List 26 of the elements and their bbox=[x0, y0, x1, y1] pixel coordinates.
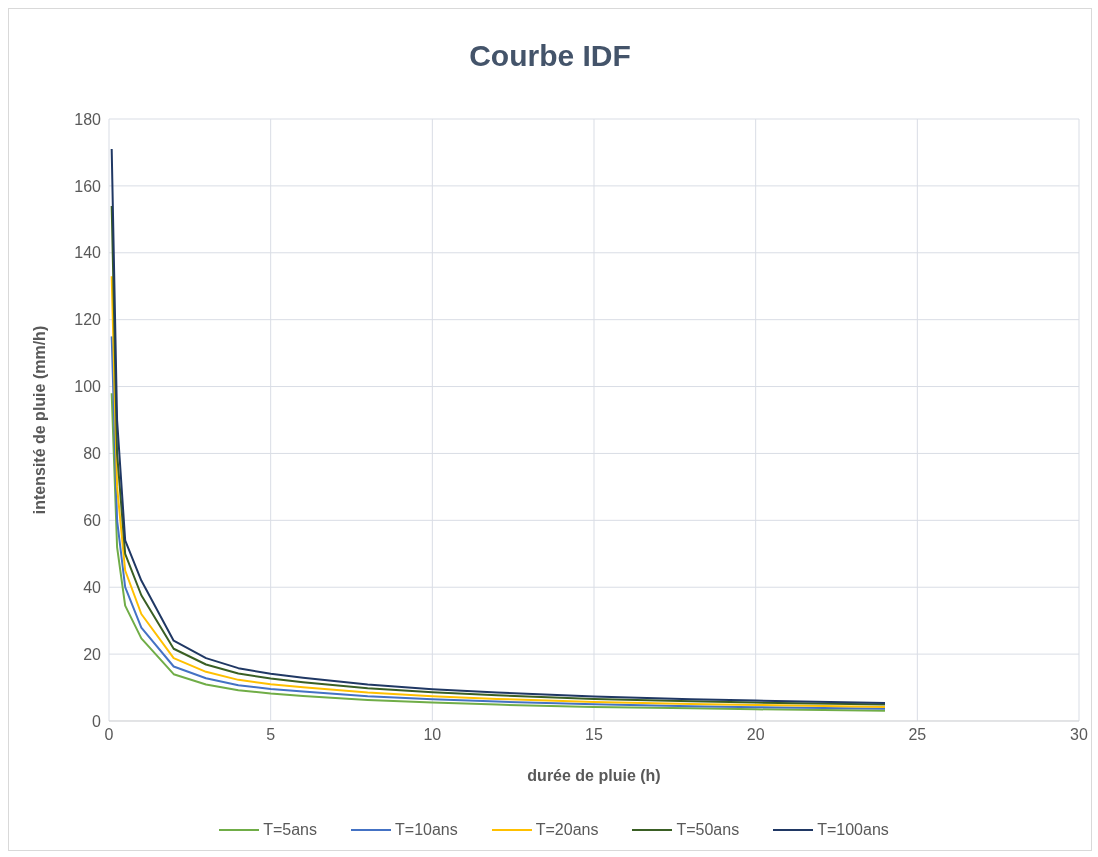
legend-label: T=5ans bbox=[263, 821, 318, 839]
y-tick-label: 140 bbox=[74, 244, 102, 262]
y-tick-label: 160 bbox=[74, 177, 102, 195]
legend-label: T=20ans bbox=[535, 821, 599, 839]
y-tick-label: 40 bbox=[83, 578, 102, 596]
x-axis-title: durée de pluie (h) bbox=[527, 767, 661, 784]
y-tick-label: 100 bbox=[74, 378, 102, 396]
y-tick-label: 120 bbox=[74, 311, 102, 329]
x-tick-label: 5 bbox=[266, 726, 276, 744]
x-tick-label: 15 bbox=[585, 726, 603, 744]
legend-label: T=10ans bbox=[395, 821, 458, 839]
y-tick-label: 80 bbox=[83, 445, 102, 463]
y-tick-label: 60 bbox=[83, 512, 102, 530]
y-tick-label: 0 bbox=[92, 712, 102, 730]
x-tick-label: 25 bbox=[908, 726, 927, 744]
line-series bbox=[110, 392, 886, 712]
x-tick-label: 30 bbox=[1070, 726, 1088, 744]
y-axis-title: intensité de pluie (mm/h) bbox=[30, 325, 48, 515]
legend-label: T=50ans bbox=[676, 821, 740, 839]
chart-title: Courbe IDF bbox=[468, 38, 632, 74]
y-tick-label: 180 bbox=[74, 110, 102, 128]
x-tick-label: 10 bbox=[423, 726, 442, 744]
y-tick-label: 20 bbox=[83, 645, 102, 663]
legend-label: T=100ans bbox=[817, 821, 889, 839]
x-tick-label: 0 bbox=[104, 726, 114, 744]
x-tick-label: 20 bbox=[746, 726, 765, 744]
